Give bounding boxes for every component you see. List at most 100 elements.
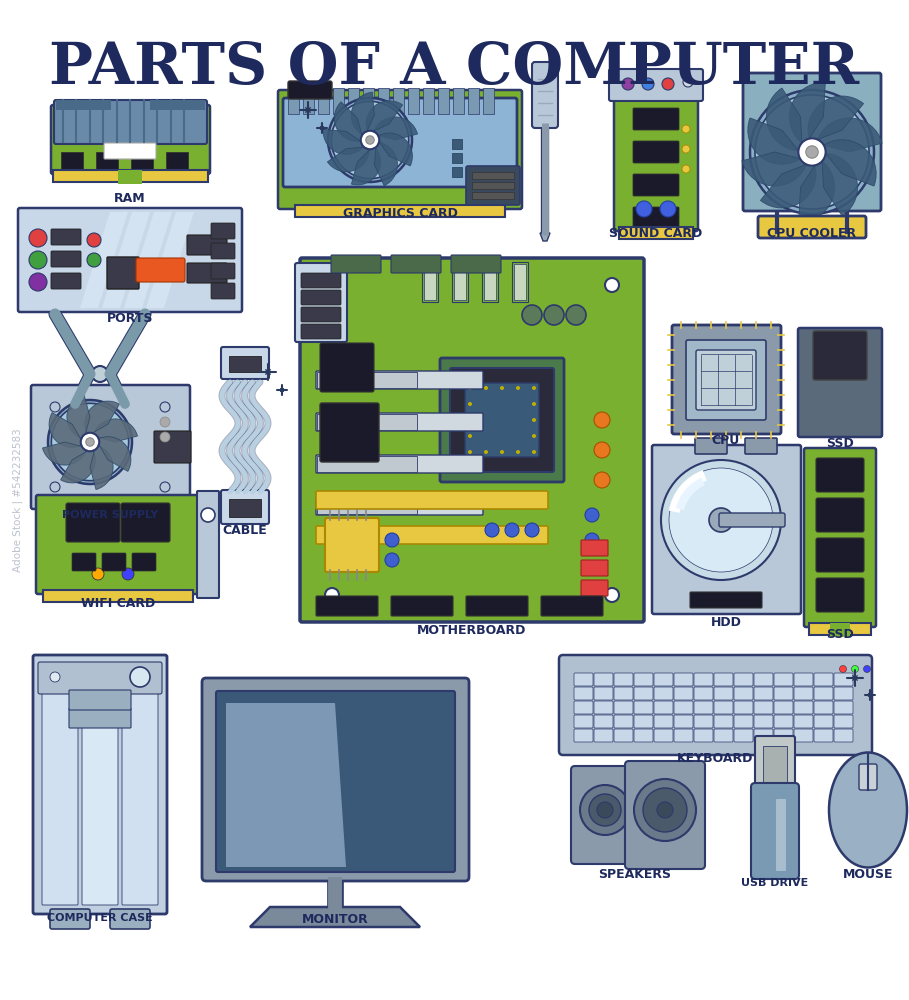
Bar <box>452 153 462 163</box>
FancyBboxPatch shape <box>452 262 468 302</box>
Bar <box>131 152 153 170</box>
FancyBboxPatch shape <box>301 324 341 339</box>
FancyBboxPatch shape <box>813 331 867 380</box>
FancyBboxPatch shape <box>816 498 864 532</box>
FancyBboxPatch shape <box>229 499 261 517</box>
FancyBboxPatch shape <box>316 371 483 389</box>
FancyBboxPatch shape <box>51 251 81 267</box>
Circle shape <box>566 305 586 325</box>
Text: CPU: CPU <box>712 434 740 447</box>
FancyBboxPatch shape <box>694 715 713 728</box>
FancyBboxPatch shape <box>187 235 227 255</box>
Wedge shape <box>96 437 131 471</box>
Circle shape <box>682 125 690 133</box>
FancyBboxPatch shape <box>440 358 564 482</box>
FancyBboxPatch shape <box>776 799 786 871</box>
FancyBboxPatch shape <box>754 715 773 728</box>
Text: USB DRIVE: USB DRIVE <box>742 878 809 888</box>
FancyBboxPatch shape <box>283 98 517 187</box>
Circle shape <box>325 278 339 292</box>
FancyBboxPatch shape <box>451 255 501 273</box>
Wedge shape <box>742 152 808 186</box>
Polygon shape <box>124 212 172 308</box>
FancyBboxPatch shape <box>316 491 548 509</box>
FancyBboxPatch shape <box>814 687 833 700</box>
FancyBboxPatch shape <box>574 687 593 700</box>
FancyBboxPatch shape <box>18 208 242 312</box>
Text: WIFI CARD: WIFI CARD <box>81 597 155 610</box>
FancyBboxPatch shape <box>107 257 139 289</box>
Circle shape <box>130 667 150 687</box>
Wedge shape <box>816 118 882 152</box>
FancyBboxPatch shape <box>834 701 853 714</box>
Circle shape <box>636 201 652 217</box>
Circle shape <box>516 386 520 390</box>
FancyBboxPatch shape <box>798 328 882 437</box>
Wedge shape <box>748 118 804 164</box>
Circle shape <box>544 305 564 325</box>
Wedge shape <box>93 419 137 442</box>
Circle shape <box>385 533 399 547</box>
FancyBboxPatch shape <box>594 715 613 728</box>
FancyBboxPatch shape <box>714 701 733 714</box>
FancyBboxPatch shape <box>690 592 762 608</box>
FancyBboxPatch shape <box>118 170 142 184</box>
Circle shape <box>585 508 599 522</box>
Wedge shape <box>324 129 365 154</box>
Circle shape <box>92 366 108 382</box>
FancyBboxPatch shape <box>229 356 261 372</box>
FancyBboxPatch shape <box>609 69 703 101</box>
Circle shape <box>852 666 858 672</box>
Text: Adobe Stock | #542232583: Adobe Stock | #542232583 <box>13 428 24 572</box>
Circle shape <box>50 482 60 492</box>
Wedge shape <box>799 159 834 221</box>
FancyBboxPatch shape <box>714 687 733 700</box>
Wedge shape <box>85 401 119 436</box>
Bar <box>96 152 118 170</box>
Circle shape <box>864 666 871 672</box>
Circle shape <box>516 450 520 454</box>
FancyBboxPatch shape <box>482 262 498 302</box>
Wedge shape <box>789 83 825 145</box>
FancyBboxPatch shape <box>300 258 644 622</box>
Text: SPEAKERS: SPEAKERS <box>598 868 672 881</box>
FancyBboxPatch shape <box>38 662 162 694</box>
FancyBboxPatch shape <box>331 255 381 273</box>
FancyBboxPatch shape <box>614 701 633 714</box>
Circle shape <box>385 553 399 567</box>
FancyBboxPatch shape <box>714 729 733 742</box>
Bar <box>438 88 449 114</box>
Bar <box>472 172 514 179</box>
FancyBboxPatch shape <box>754 673 773 686</box>
Bar <box>363 88 374 114</box>
Circle shape <box>500 386 504 390</box>
FancyBboxPatch shape <box>211 263 235 279</box>
Text: SSD: SSD <box>826 437 854 450</box>
FancyBboxPatch shape <box>714 673 733 686</box>
Circle shape <box>532 402 536 406</box>
FancyBboxPatch shape <box>634 701 653 714</box>
FancyBboxPatch shape <box>82 664 118 905</box>
FancyBboxPatch shape <box>50 909 90 929</box>
Polygon shape <box>102 212 150 308</box>
Wedge shape <box>373 117 417 140</box>
Circle shape <box>468 418 472 422</box>
FancyBboxPatch shape <box>594 701 613 714</box>
FancyBboxPatch shape <box>317 498 417 514</box>
FancyBboxPatch shape <box>466 166 520 205</box>
FancyBboxPatch shape <box>830 623 850 637</box>
FancyBboxPatch shape <box>774 687 793 700</box>
FancyBboxPatch shape <box>121 503 170 542</box>
Wedge shape <box>375 142 397 186</box>
Text: POWER SUPPLY: POWER SUPPLY <box>62 510 158 520</box>
FancyBboxPatch shape <box>594 673 613 686</box>
Wedge shape <box>821 140 876 186</box>
FancyBboxPatch shape <box>758 216 866 238</box>
FancyBboxPatch shape <box>512 262 528 302</box>
Circle shape <box>52 403 129 481</box>
FancyBboxPatch shape <box>804 448 876 627</box>
FancyBboxPatch shape <box>754 701 773 714</box>
Circle shape <box>160 482 170 492</box>
Circle shape <box>87 253 101 267</box>
FancyBboxPatch shape <box>734 715 753 728</box>
